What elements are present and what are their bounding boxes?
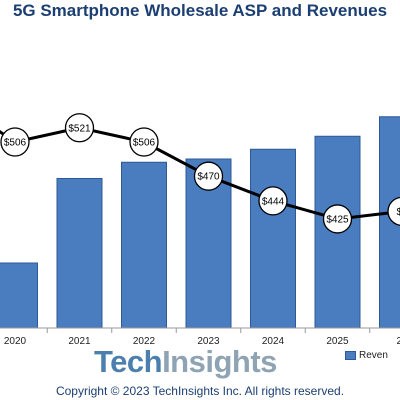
asp-data-label: $506 — [133, 138, 156, 149]
asp-data-label: $521 — [68, 123, 91, 134]
asp-data-label: $4 — [396, 207, 400, 218]
asp-data-label: $506 — [4, 138, 27, 149]
legend-swatch-revenue — [345, 351, 356, 360]
x-tick-label: 2022 — [133, 336, 156, 347]
asp-marker — [129, 127, 159, 157]
legend: Reven — [345, 350, 388, 361]
asp-data-label: $425 — [326, 214, 349, 225]
asp-marker — [64, 113, 95, 143]
x-tick-label: 20 — [396, 336, 400, 347]
asp-marker — [387, 196, 400, 226]
asp-data-label: $470 — [197, 172, 220, 183]
asp-marker — [322, 204, 353, 234]
chart-title: 5G Smartphone Wholesale ASP and Revenues — [12, 1, 388, 20]
revenue-bar — [250, 148, 296, 329]
x-tick-label: 2021 — [68, 336, 91, 347]
copyright-text: Copyright © 2023 TechInsights Inc. All r… — [55, 384, 345, 398]
logo-text-insights: Insights — [162, 344, 277, 379]
revenue-bar — [121, 161, 167, 329]
revenue-bar — [56, 178, 103, 329]
x-tick-label: 2023 — [197, 336, 220, 347]
asp-data-label: $444 — [262, 196, 285, 207]
revenue-bar — [379, 116, 400, 329]
asp-marker — [258, 186, 288, 216]
x-tick-label: 2020 — [4, 336, 27, 347]
asp-marker — [193, 161, 224, 191]
asp-marker — [0, 127, 30, 157]
techinsights-logo: TechInsights — [94, 346, 277, 377]
revenue-bar — [0, 262, 38, 329]
asp-label-group: $506 $521 $506 $470 $444 $425 $4 — [0, 113, 400, 234]
legend-label-revenue: Reven — [359, 350, 388, 361]
logo-text-tech: Tech — [94, 344, 163, 379]
x-tick-label: 2024 — [262, 336, 285, 347]
x-axis-ticks: 2020 2021 2022 2023 2024 2025 20 — [4, 328, 400, 347]
x-tick-label: 2025 — [326, 336, 349, 347]
